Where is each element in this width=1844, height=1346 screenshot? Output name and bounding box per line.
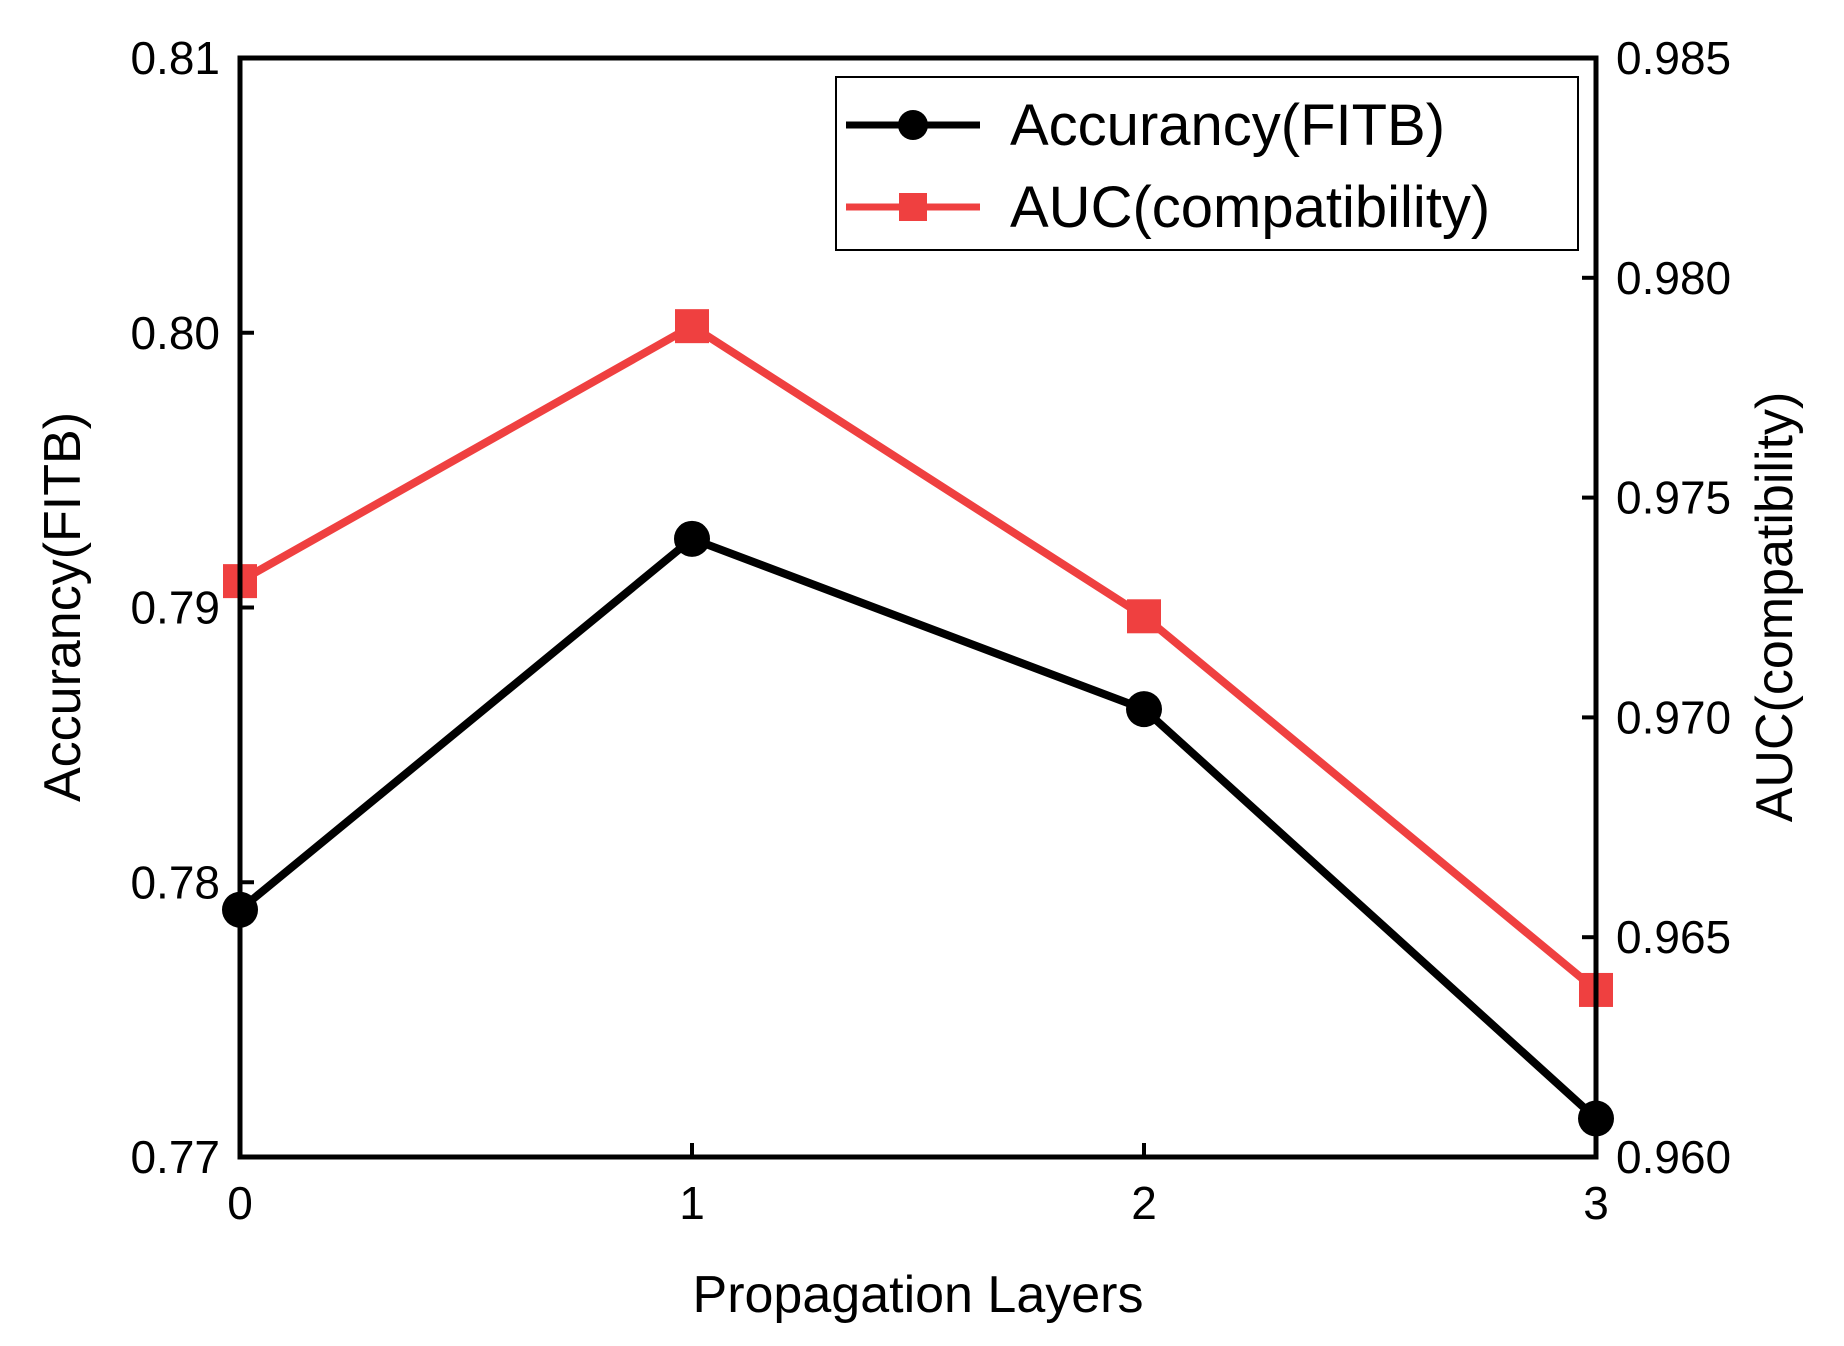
y-right-tick-label-3: 0.975 [1616,472,1731,524]
y-right-tick-label-5: 0.985 [1616,32,1731,84]
y-right-tick-label-0: 0.960 [1616,1131,1731,1183]
y-right-tick-label-1: 0.965 [1616,911,1731,963]
y-left-tick-label-2: 0.79 [130,582,220,634]
series-0 [222,520,1614,1137]
legend-box [835,76,1579,251]
y-right-axis-title: AUC(compatibility) [1746,392,1804,823]
series-0-point-1 [674,520,710,557]
series-0-point-2 [1126,691,1162,728]
x-tick-label-0: 0 [227,1177,253,1229]
ticks-layer: 0 1 2 3 0.77 0.78 0.79 0.80 0.81 0.960 0.965 0.970 0… [130,32,1731,1229]
legend-accuracy-label: Accurancy(FITB) [1010,93,1445,158]
y-right-tick-label-4: 0.980 [1616,252,1731,304]
legend-auc-label: AUC(compatibility) [1010,175,1490,240]
y-left-tick-label-0: 0.77 [130,1131,220,1183]
x-tick-label-3: 3 [1583,1177,1609,1229]
x-axis-title: Propagation Layers [693,1266,1144,1324]
x-tick-label-1: 1 [679,1177,705,1229]
y-left-tick-label-4: 0.81 [130,32,220,84]
y-left-axis-title: Accurancy(FITB) [34,412,92,802]
series-1-line [236,322,1600,994]
legend-auc-marker [899,193,927,221]
legend-accuracy-marker [898,110,928,140]
legend: Accurancy(FITB) AUC(compatibility) [835,76,1579,251]
y-left-tick-label-1: 0.78 [130,856,220,908]
y-left-tick-label-3: 0.80 [130,307,220,359]
series-0-line [236,534,1600,1123]
series-1-point-1 [675,309,709,344]
series-1-point-2 [1127,599,1161,634]
series-layer [222,309,1614,1137]
x-tick-label-2: 2 [1131,1177,1157,1229]
y-right-tick-label-2: 0.970 [1616,691,1731,743]
